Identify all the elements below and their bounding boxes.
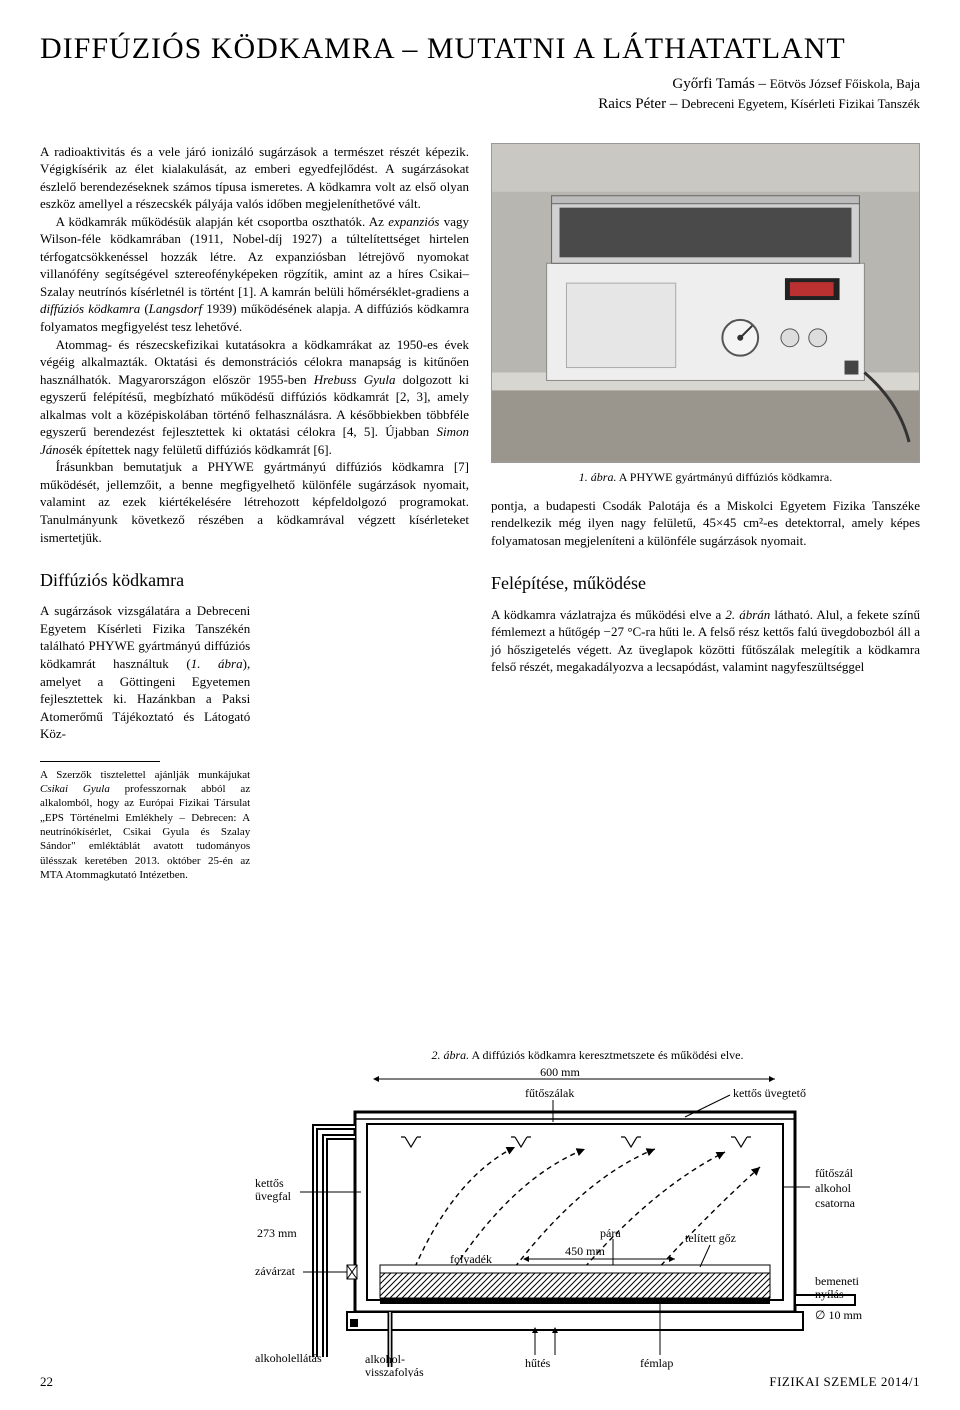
label-telitett-goz: telített gőz [685, 1231, 736, 1245]
paragraph: A ködkamrák működésük alapján két csopor… [40, 213, 469, 336]
paragraph: Írásunkban bemutatjuk a PHYWE gyártmányú… [40, 458, 469, 546]
label-d10: ∅ 10 mm [815, 1308, 863, 1322]
authors-block: Győrfi Tamás – Eötvös József Főiskola, B… [40, 74, 920, 115]
label-futoszalak: fűtőszálak [525, 1086, 574, 1100]
right-column: 1. ábra. A PHYWE gyártmányú diffúziós kö… [491, 143, 920, 883]
paragraph: A radioaktivitás és a vele járó ionizáló… [40, 143, 469, 213]
label-folyadek: folyadék [450, 1252, 492, 1266]
label-450mm: 450 mm [565, 1244, 605, 1258]
section-heading: Diffúziós ködkamra [40, 568, 469, 592]
label-femlap: fémlap [640, 1356, 673, 1370]
label-600mm: 600 mm [540, 1067, 580, 1079]
paragraph: A ködkamra vázlatrajza és működési elve … [491, 606, 920, 676]
paragraph: pontja, a budapesti Csodák Palotája és a… [491, 497, 920, 550]
label-para: pára [600, 1226, 621, 1240]
page-number: 22 [40, 1374, 53, 1390]
paragraph: A sugárzások vizsgálatára a Debreceni Eg… [40, 602, 250, 742]
label-csatorna: csatorna [815, 1196, 856, 1210]
paragraph: Atommag- és részecskefizikai kutatásokra… [40, 336, 469, 459]
figure-2-diagram: 600 mm kettős üvegtető fűtőszálak [255, 1067, 920, 1377]
label-kettos-uvegfal: kettősüvegfal [255, 1176, 292, 1203]
footnote-rule [40, 761, 160, 762]
label-futoszal: fűtőszál [815, 1166, 854, 1180]
author-2: Raics Péter [598, 96, 666, 112]
journal-name: FIZIKAI SZEMLE [769, 1374, 877, 1389]
photo-device [491, 143, 920, 463]
figure-1 [491, 143, 920, 463]
two-column-layout: A radioaktivitás és a vele járó ionizáló… [40, 143, 920, 883]
label-zavarzat: závárzat [255, 1264, 296, 1278]
section-heading: Felépítése, működése [491, 571, 920, 595]
author-2-inst: Debreceni Egyetem, Kísérleti Fizikai Tan… [681, 96, 920, 111]
label-nyilas: nyílás [815, 1287, 844, 1301]
label-kettos-uvegteto: kettős üvegtető [733, 1086, 806, 1100]
left-column: A radioaktivitás és a vele járó ionizáló… [40, 143, 469, 883]
label-alkohol: alkohol [815, 1181, 852, 1195]
figure-2: 2. ábra. A diffúziós ködkamra keresztmet… [255, 1048, 920, 1377]
page-title: DIFFÚZIÓS KÖDKAMRA – MUTATNI A LÁTHATATL… [40, 32, 920, 66]
author-1: Győrfi Tamás [672, 76, 754, 92]
footnote: A Szerzők tisztelettel ajánlják munkájuk… [40, 768, 250, 882]
label-273mm: 273 mm [257, 1226, 297, 1240]
issue: 2014/1 [881, 1374, 920, 1389]
label-hutes: hűtés [525, 1356, 551, 1370]
figure-1-caption: 1. ábra. A PHYWE gyártmányú diffúziós kö… [491, 469, 920, 485]
label-bemeneti: bemeneti [815, 1274, 860, 1288]
label-alkoholellatas: alkoholellátás [255, 1351, 322, 1365]
author-1-inst: Eötvös József Főiskola, Baja [770, 76, 920, 91]
page-footer: 22 FIZIKAI SZEMLE 2014/1 [40, 1374, 920, 1390]
figure-2-caption: 2. ábra. A diffúziós ködkamra keresztmet… [255, 1048, 920, 1063]
